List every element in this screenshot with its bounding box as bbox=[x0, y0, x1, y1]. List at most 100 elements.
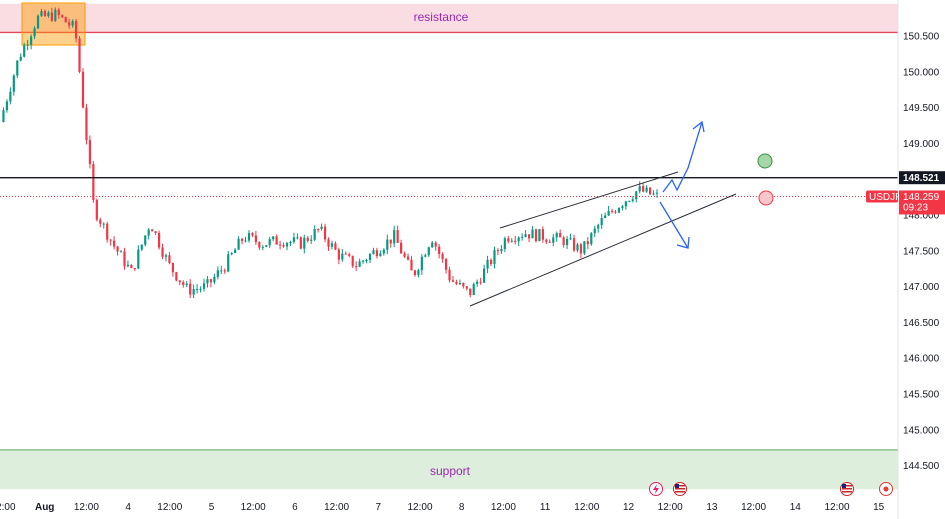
bullish-candle bbox=[593, 228, 596, 234]
bearish-candle bbox=[562, 237, 565, 246]
price-axis[interactable] bbox=[898, 0, 945, 519]
last-price-text: 148.259 bbox=[903, 192, 940, 203]
price-tick-label: 149.000 bbox=[903, 139, 940, 150]
red-circle-marker[interactable] bbox=[758, 190, 774, 206]
bullish-candle bbox=[313, 228, 316, 240]
us-flag-icon[interactable] bbox=[840, 482, 854, 496]
time-tick-label: 12:00 bbox=[824, 502, 849, 513]
bearish-candle bbox=[441, 253, 444, 260]
bullish-candle bbox=[19, 56, 22, 61]
bearish-candle bbox=[610, 210, 614, 212]
bearish-candle bbox=[113, 240, 116, 247]
bearish-candle bbox=[355, 266, 358, 268]
bullish-candle bbox=[624, 201, 627, 207]
bullish-candle bbox=[368, 254, 372, 261]
bearish-candle bbox=[189, 283, 192, 295]
bullish-candle bbox=[261, 246, 264, 248]
bearish-candle bbox=[171, 262, 174, 273]
bullish-candle bbox=[289, 241, 292, 244]
bullish-candle bbox=[417, 270, 420, 275]
us-flag-icon[interactable] bbox=[673, 482, 687, 496]
bullish-candle bbox=[272, 236, 275, 240]
time-tick-label: 4 bbox=[125, 502, 131, 513]
bullish-candle bbox=[265, 245, 268, 247]
bullish-arrow-icon[interactable] bbox=[662, 120, 705, 193]
bearish-candle bbox=[74, 21, 78, 39]
bearish-candle bbox=[151, 229, 154, 232]
price-tick-label: 150.500 bbox=[903, 32, 940, 43]
bearish-candle bbox=[396, 230, 399, 243]
bullish-candle bbox=[524, 234, 527, 237]
bullish-candle bbox=[40, 11, 43, 16]
bullish-candle bbox=[341, 253, 344, 260]
bullish-candle bbox=[493, 250, 496, 265]
bullish-candle bbox=[234, 249, 237, 254]
bearish-candle bbox=[109, 239, 112, 241]
channel-lower-line[interactable] bbox=[469, 193, 737, 307]
bullish-candle bbox=[71, 21, 74, 26]
bullish-candle bbox=[607, 210, 610, 216]
last-price-tag bbox=[899, 190, 945, 215]
bullish-candle bbox=[655, 192, 659, 194]
plot-area[interactable] bbox=[0, 0, 898, 519]
bullish-candle bbox=[483, 268, 486, 283]
bullish-candle bbox=[9, 91, 12, 102]
target-icon[interactable] bbox=[879, 482, 893, 496]
bearish-candle bbox=[327, 239, 330, 247]
bullish-candle bbox=[386, 239, 389, 250]
bullish-candle bbox=[227, 254, 230, 272]
flash-event-icon[interactable] bbox=[649, 482, 663, 496]
bearish-arrow-icon[interactable] bbox=[659, 201, 690, 249]
bearish-candle bbox=[157, 232, 161, 248]
bullish-candle bbox=[486, 259, 489, 269]
bearish-candle bbox=[455, 281, 458, 285]
bullish-candle bbox=[202, 283, 206, 289]
time-tick-label: 12:00 bbox=[741, 502, 766, 513]
bearish-candle bbox=[434, 242, 437, 247]
bearish-candle bbox=[559, 233, 562, 238]
time-tick-label: 11 bbox=[540, 502, 551, 513]
bearish-candle bbox=[548, 241, 551, 243]
bullish-candle bbox=[635, 191, 638, 200]
time-tick-label: 5 bbox=[209, 502, 215, 513]
bullish-candle bbox=[361, 260, 365, 262]
channel-upper-line[interactable] bbox=[499, 171, 679, 229]
bullish-candle bbox=[192, 289, 195, 295]
bullish-candle bbox=[555, 233, 558, 238]
bearish-candle bbox=[168, 255, 171, 263]
bullish-candle bbox=[164, 255, 168, 257]
bullish-candle bbox=[476, 281, 479, 285]
bullish-candle bbox=[472, 284, 475, 296]
bearish-candle bbox=[451, 280, 455, 282]
bearish-candle bbox=[527, 234, 531, 239]
bearish-candle bbox=[514, 240, 517, 242]
bullish-candle bbox=[147, 229, 150, 236]
bullish-candle bbox=[220, 270, 223, 272]
bullish-candle bbox=[521, 236, 524, 238]
time-tick-label: 12 bbox=[623, 502, 635, 513]
bullish-candle bbox=[565, 238, 569, 246]
bullish-candle bbox=[628, 200, 631, 202]
bearish-candle bbox=[413, 270, 417, 275]
bearish-candle bbox=[43, 11, 47, 17]
bearish-candle bbox=[375, 250, 379, 257]
bullish-candle bbox=[285, 243, 289, 247]
time-tick-label: 12:00 bbox=[658, 502, 683, 513]
bearish-candle bbox=[389, 239, 392, 244]
bullish-candle bbox=[16, 60, 19, 76]
bearish-candle bbox=[479, 281, 482, 283]
time-tick-label: 7 bbox=[376, 502, 382, 513]
bullish-candle bbox=[503, 238, 506, 250]
bullish-candle bbox=[431, 242, 434, 248]
bearish-candle bbox=[92, 164, 95, 200]
bullish-candle bbox=[420, 256, 423, 271]
time-tick-label: 12:00 bbox=[74, 502, 99, 513]
time-tick-label: 14 bbox=[790, 502, 802, 513]
bearish-candle bbox=[116, 246, 119, 252]
price-tick-label: 147.500 bbox=[903, 246, 940, 257]
time-tick-label: Aug bbox=[35, 502, 54, 513]
green-circle-marker[interactable] bbox=[757, 153, 773, 169]
bullish-candle bbox=[320, 226, 323, 229]
